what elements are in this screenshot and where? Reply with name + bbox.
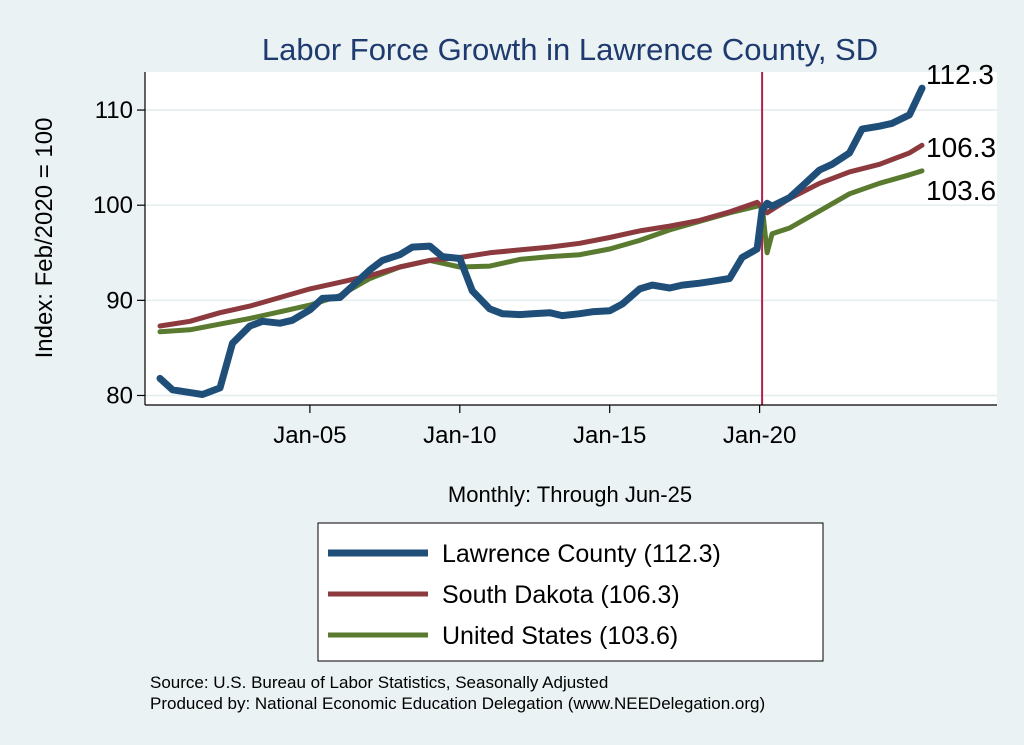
end-label-1: 106.3 (926, 132, 996, 163)
grid (145, 109, 997, 397)
legend-label-0: Lawrence County (112.3) (442, 540, 721, 568)
series-line-0 (156, 84, 926, 398)
x-tick-label: Jan-05 (273, 422, 346, 449)
x-axis-label: Monthly: Through Jun-25 (448, 482, 692, 507)
plot-area (145, 72, 997, 405)
legend: Lawrence County (112.3) South Dakota (106… (317, 522, 824, 662)
y-tick-label: 90 (106, 287, 133, 314)
legend-label-2: United States (103.6) (442, 622, 678, 650)
end-label-0: 112.3 (926, 59, 994, 90)
series-line-1 (157, 142, 925, 329)
x-tick-label: Jan-15 (573, 422, 646, 449)
chart-title: Labor Force Growth in Lawrence County, S… (262, 32, 878, 67)
series-lines (156, 84, 926, 398)
producer-note: Produced by: National Economic Education… (150, 694, 765, 713)
end-labels: 112.3 106.3 103.6 (926, 59, 996, 206)
y-tick-label: 110 (95, 97, 133, 124)
y-tick-label: 80 (106, 382, 133, 409)
end-label-2: 103.6 (926, 175, 996, 206)
legend-label-1: South Dakota (106.3) (442, 581, 680, 609)
y-ticks: 80 90 100 110 (93, 97, 145, 409)
series-line-2 (157, 168, 925, 335)
source-note: Source: U.S. Bureau of Labor Statistics,… (150, 673, 608, 692)
legend-items: Lawrence County (112.3) South Dakota (106… (328, 540, 721, 650)
y-tick-label: 100 (93, 192, 133, 219)
x-tick-label: Jan-10 (423, 422, 496, 449)
legend-box (317, 522, 824, 662)
y-axis-label: Index: Feb/2020 = 100 (31, 118, 58, 359)
x-ticks: Jan-05 Jan-10 Jan-15 Jan-20 (273, 405, 796, 449)
x-tick-label: Jan-20 (723, 422, 796, 449)
